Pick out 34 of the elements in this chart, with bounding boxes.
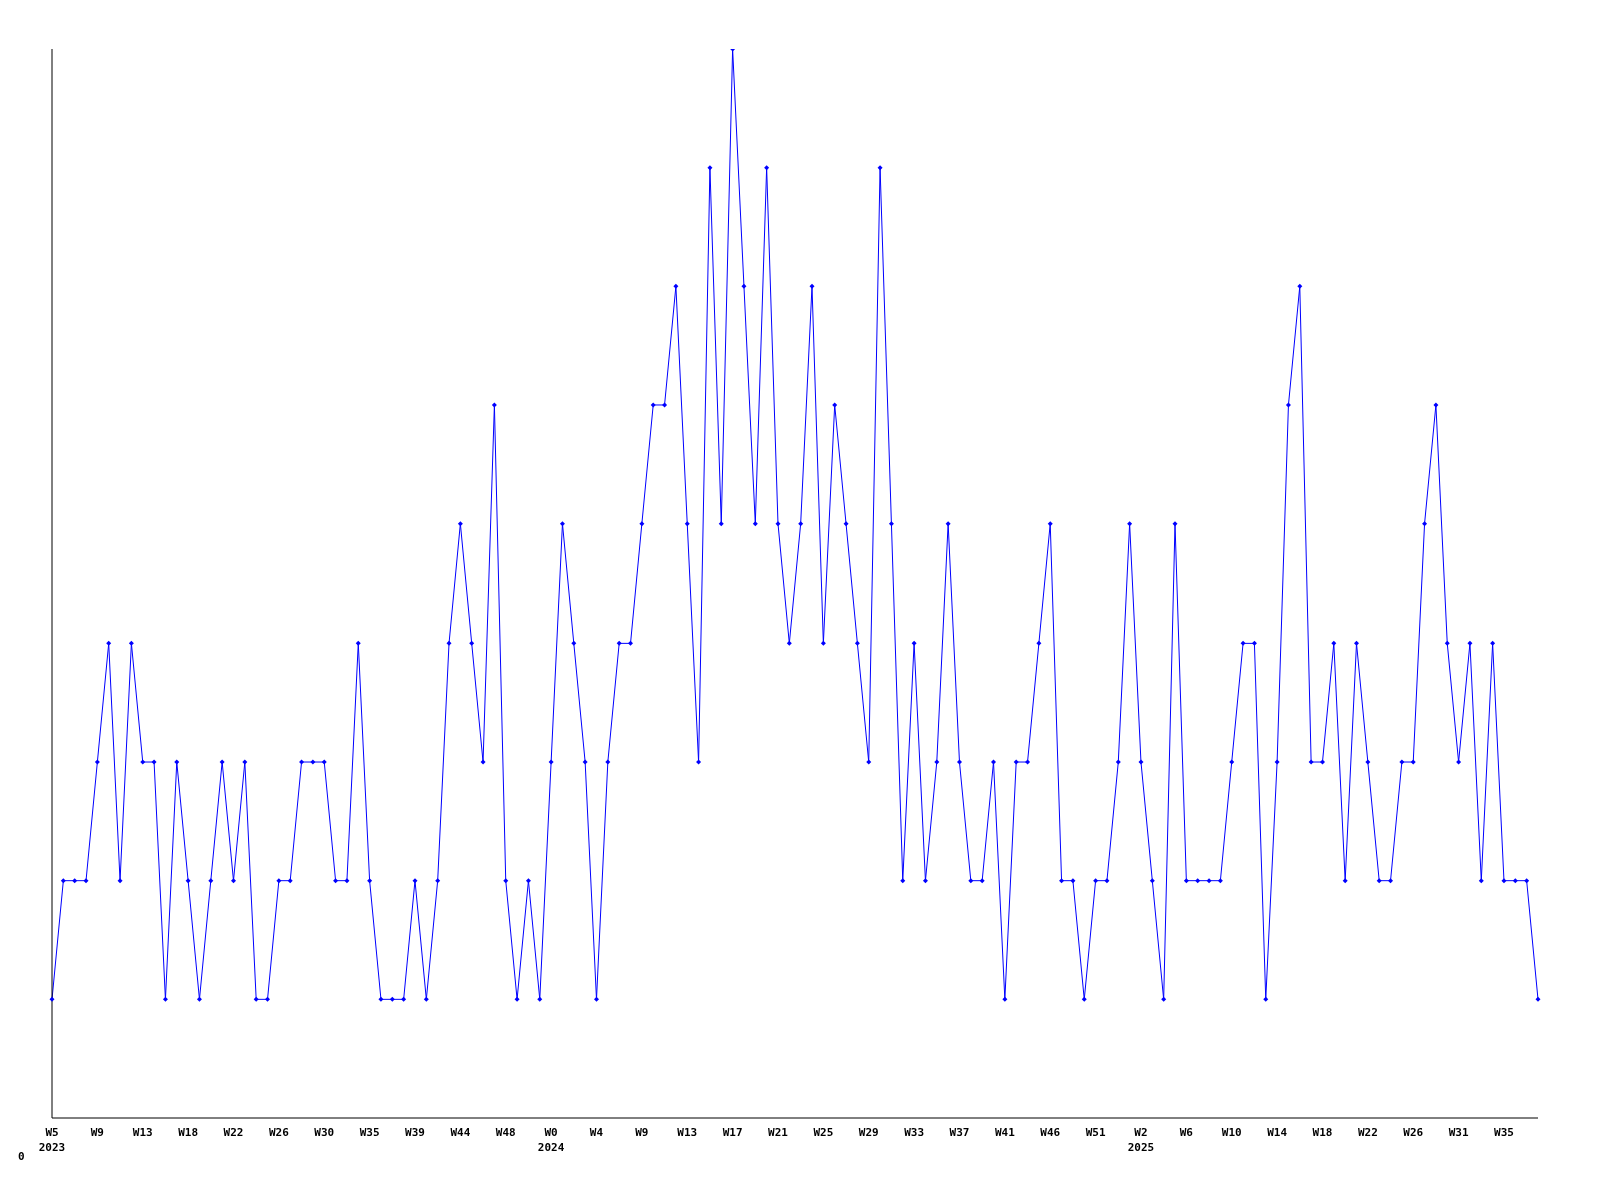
x-tick-label: W35 [1494, 1126, 1514, 1139]
x-tick-label: W22 [223, 1126, 244, 1139]
x-tick-label: W9 [635, 1126, 649, 1139]
x-tick-label: W18 [178, 1126, 199, 1139]
x-tick-label: W33 [904, 1126, 925, 1139]
x-tick-label: W0 2024 [537, 1126, 565, 1154]
text: 0 [18, 1150, 25, 1163]
x-tick-label: W46 [1040, 1126, 1061, 1139]
x-tick-label: W22 [1357, 1126, 1378, 1139]
x-tick-label: W39 [405, 1126, 425, 1139]
x-tick-label: W37 [949, 1126, 970, 1139]
x-tick-label: W13 [677, 1126, 698, 1139]
x-tick-label: W5 2023 [38, 1126, 66, 1154]
x-tick-label: W18 [1312, 1126, 1333, 1139]
x-tick-label: W30 [314, 1126, 335, 1139]
x-tick-label: W25 [813, 1126, 834, 1139]
x-tick-label: W10 [1221, 1126, 1242, 1139]
x-tick-label: W35 [359, 1126, 380, 1139]
x-tick-label: W14 [1267, 1126, 1288, 1139]
x-tick-label: W21 [768, 1126, 789, 1139]
x-tick-label: W48 [495, 1126, 516, 1139]
x-tick-label: W26 [268, 1126, 290, 1139]
x-tick-label: W2 2025 [1127, 1126, 1155, 1154]
x-tick-label: W44 [450, 1126, 471, 1139]
x-tick-label: W29 [858, 1126, 879, 1139]
x-tick-label: W6 [1179, 1126, 1194, 1139]
x-tick-label: W41 [994, 1126, 1016, 1139]
x-tick-label: W26 [1403, 1126, 1424, 1139]
x-tick-label: W4 [589, 1126, 604, 1139]
x-tick-label: W31 [1448, 1126, 1469, 1139]
x-tick-label: W51 [1085, 1126, 1106, 1139]
x-tick-label: W17 [722, 1126, 743, 1139]
x-tick-label: W13 [132, 1126, 153, 1139]
x-tick-label: W9 [90, 1126, 104, 1139]
